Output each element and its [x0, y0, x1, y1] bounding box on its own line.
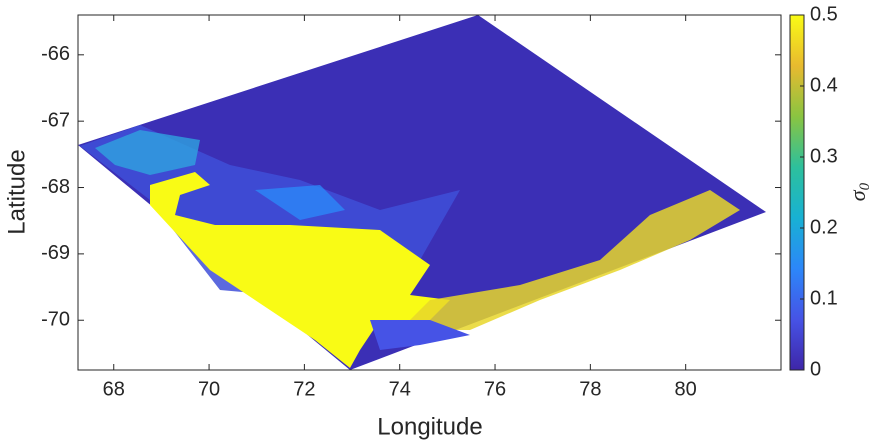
y-tick-label: -67	[41, 109, 70, 131]
y-tick-label: -70	[41, 309, 70, 331]
x-tick-label: 78	[579, 378, 601, 400]
y-tick-label: -68	[41, 176, 70, 198]
colorbar-tick-label: 0	[810, 358, 821, 380]
sar-image	[78, 15, 766, 370]
colorbar-tick-label: 0.5	[810, 3, 838, 25]
colorbar-tick-label: 0.4	[810, 74, 838, 96]
colorbar-subscript: 0	[857, 182, 873, 190]
x-tick-label: 74	[389, 378, 411, 400]
colorbar-label: σ0	[845, 182, 873, 201]
plot-frame	[77, 14, 782, 371]
coast-band	[400, 190, 740, 330]
colorbar-tick-label: 0.1	[810, 287, 838, 309]
x-tick-label: 68	[103, 378, 125, 400]
x-axis-label: Longitude	[377, 413, 482, 440]
y-axis-label: Latitude	[3, 149, 30, 234]
y-tick-label: -69	[41, 242, 70, 264]
x-tick-label: 76	[484, 378, 506, 400]
ice-shelf	[150, 172, 450, 368]
colorbar	[789, 14, 805, 371]
x-tick-label: 80	[675, 378, 697, 400]
y-tick-label: -66	[41, 43, 70, 65]
swath-patch	[95, 130, 200, 175]
swath-patch	[370, 320, 470, 350]
swath-patch	[255, 185, 345, 220]
colorbar-tick-label: 0.2	[810, 216, 838, 238]
x-tick-label: 72	[293, 378, 315, 400]
colorbar-tick-label: 0.3	[810, 145, 838, 167]
colorbar-symbol: σ	[845, 189, 870, 201]
x-tick-label: 70	[198, 378, 220, 400]
